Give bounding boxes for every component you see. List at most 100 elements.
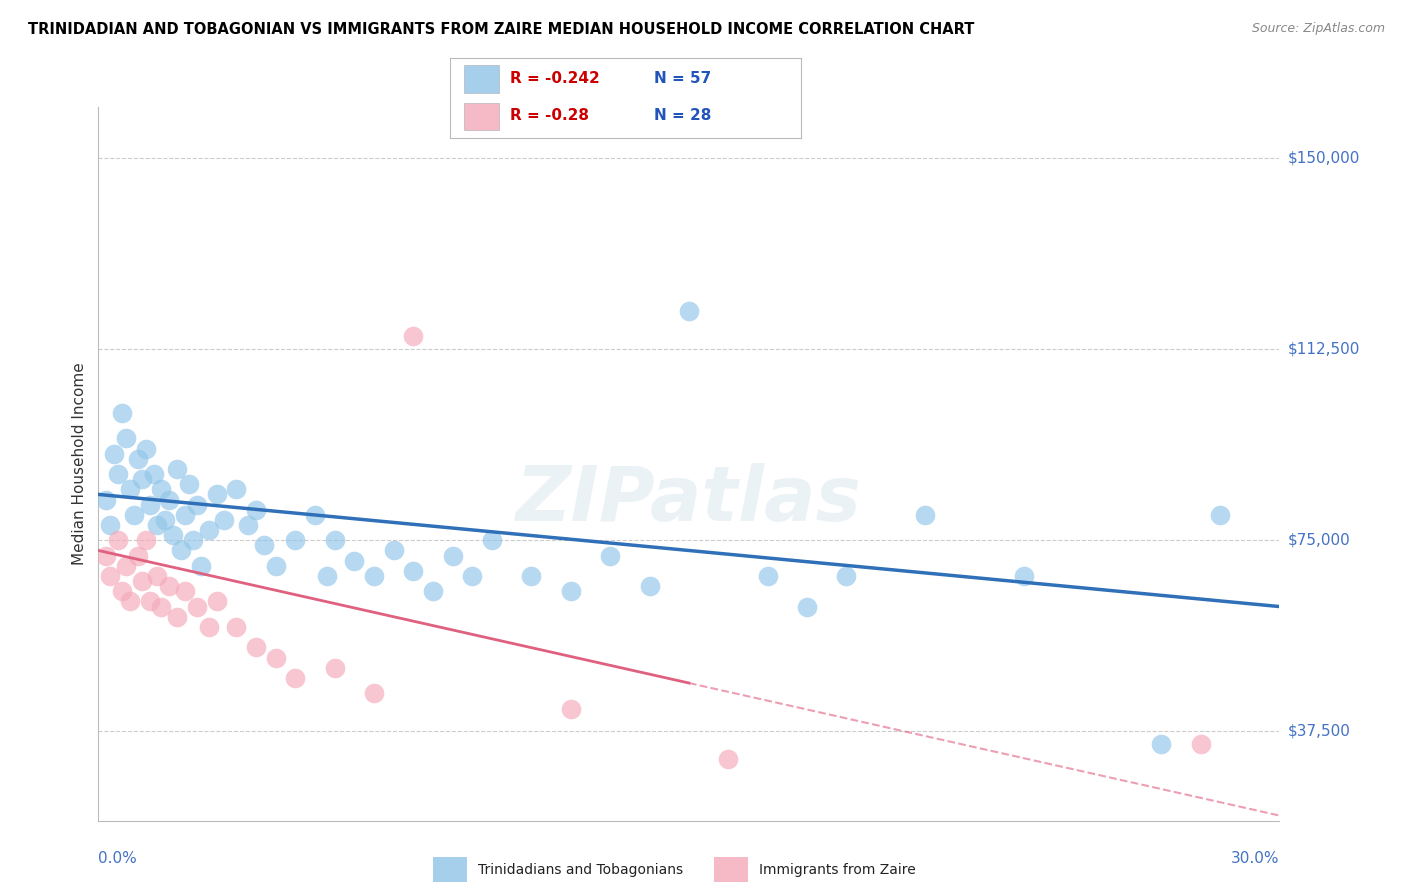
Point <box>96 549 118 563</box>
Point <box>131 472 153 486</box>
Point <box>363 569 385 583</box>
Point <box>560 701 582 715</box>
Point <box>150 599 173 614</box>
Point <box>166 462 188 476</box>
Bar <box>464 103 499 130</box>
Point <box>1150 737 1173 751</box>
Text: R = -0.28: R = -0.28 <box>510 108 589 123</box>
Point <box>638 579 661 593</box>
Point <box>1189 737 1212 751</box>
Point <box>115 431 138 445</box>
Point <box>225 620 247 634</box>
Point <box>304 508 326 522</box>
Text: ZIPatlas: ZIPatlas <box>516 463 862 536</box>
Point <box>205 594 228 608</box>
Text: $150,000: $150,000 <box>1288 151 1360 166</box>
Point <box>135 533 157 548</box>
Point <box>115 558 138 573</box>
Point <box>253 538 276 552</box>
Point <box>122 508 145 522</box>
Point <box>422 584 444 599</box>
Point <box>382 543 405 558</box>
Text: 30.0%: 30.0% <box>1232 851 1279 866</box>
Point <box>236 518 259 533</box>
Point <box>131 574 153 588</box>
Point <box>461 569 484 583</box>
Point <box>441 549 464 563</box>
Text: Source: ZipAtlas.com: Source: ZipAtlas.com <box>1251 22 1385 36</box>
Text: N = 57: N = 57 <box>654 71 711 87</box>
Point <box>914 508 936 522</box>
Point <box>127 451 149 466</box>
Point <box>127 549 149 563</box>
Point <box>284 671 307 685</box>
Y-axis label: Median Household Income: Median Household Income <box>72 362 87 566</box>
Point <box>157 492 180 507</box>
Text: N = 28: N = 28 <box>654 108 711 123</box>
Point <box>756 569 779 583</box>
Point <box>138 594 160 608</box>
Point <box>146 518 169 533</box>
Text: R = -0.242: R = -0.242 <box>510 71 599 87</box>
Point <box>190 558 212 573</box>
Text: $112,500: $112,500 <box>1288 342 1360 357</box>
Point <box>103 447 125 461</box>
Point <box>225 483 247 497</box>
Point <box>96 492 118 507</box>
Point <box>205 487 228 501</box>
Point <box>197 620 219 634</box>
Point <box>363 686 385 700</box>
Point <box>599 549 621 563</box>
Text: Trinidadians and Tobagonians: Trinidadians and Tobagonians <box>478 863 683 877</box>
Point <box>402 564 425 578</box>
Bar <box>464 65 499 93</box>
Point <box>181 533 204 548</box>
Point <box>111 584 134 599</box>
Point <box>138 498 160 512</box>
Point <box>284 533 307 548</box>
Point <box>98 569 121 583</box>
Point <box>520 569 543 583</box>
Point <box>111 406 134 420</box>
Point <box>402 329 425 343</box>
Point <box>186 599 208 614</box>
Point <box>174 508 197 522</box>
Point <box>162 528 184 542</box>
Point <box>245 502 267 516</box>
Point <box>214 513 236 527</box>
Point <box>245 640 267 655</box>
Point <box>142 467 165 481</box>
Point <box>481 533 503 548</box>
Point <box>98 518 121 533</box>
Point <box>170 543 193 558</box>
Point <box>118 483 141 497</box>
Point <box>107 467 129 481</box>
Point <box>174 584 197 599</box>
Point <box>155 513 177 527</box>
Point <box>1012 569 1035 583</box>
Point <box>560 584 582 599</box>
Point <box>264 650 287 665</box>
Text: $37,500: $37,500 <box>1288 724 1351 739</box>
Point <box>264 558 287 573</box>
Point <box>717 752 740 766</box>
Point <box>1209 508 1232 522</box>
Point <box>150 483 173 497</box>
Point <box>135 442 157 456</box>
Point <box>343 554 366 568</box>
Point <box>157 579 180 593</box>
Point <box>197 523 219 537</box>
Bar <box>433 857 467 882</box>
Point <box>177 477 200 491</box>
Point <box>678 304 700 318</box>
Point <box>186 498 208 512</box>
Point <box>796 599 818 614</box>
Point <box>323 661 346 675</box>
Point <box>835 569 858 583</box>
Text: 0.0%: 0.0% <box>98 851 138 866</box>
Point <box>166 609 188 624</box>
Point <box>118 594 141 608</box>
Text: TRINIDADIAN AND TOBAGONIAN VS IMMIGRANTS FROM ZAIRE MEDIAN HOUSEHOLD INCOME CORR: TRINIDADIAN AND TOBAGONIAN VS IMMIGRANTS… <box>28 22 974 37</box>
Bar <box>714 857 748 882</box>
Point <box>323 533 346 548</box>
